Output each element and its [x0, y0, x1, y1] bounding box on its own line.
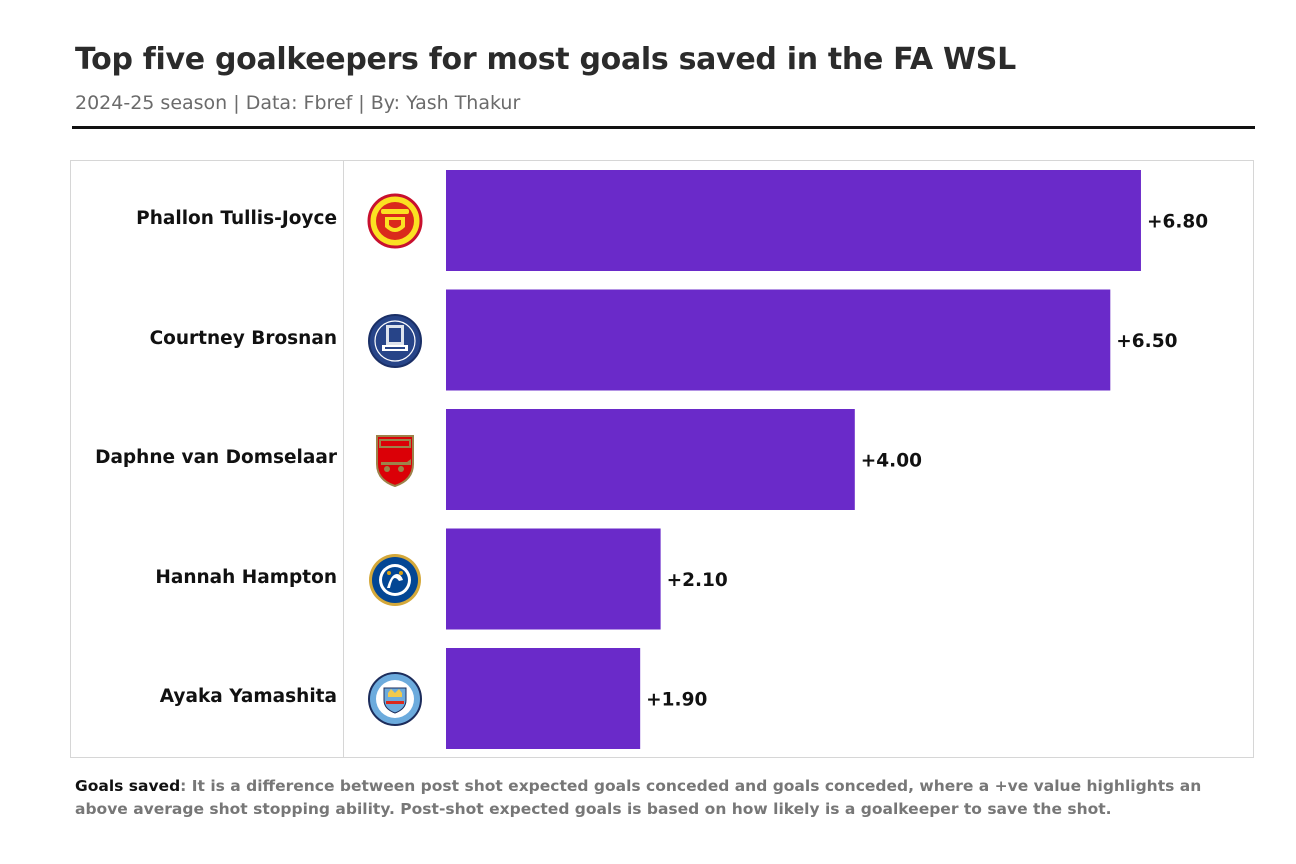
player-name: Daphne van Domselaar [95, 447, 337, 468]
manchester-united-crest-icon [367, 193, 423, 249]
label-divider [343, 160, 344, 758]
bar [446, 289, 1111, 391]
player-name: Phallon Tullis-Joyce [136, 208, 337, 229]
chart-panel [70, 160, 1254, 758]
footnote-lead: Goals saved [75, 777, 181, 795]
manchester-city-crest-icon [368, 672, 422, 726]
everton-crest-icon [368, 314, 422, 368]
footnote-text: : It is a difference between post shot e… [75, 777, 1202, 818]
player-name: Courtney Brosnan [149, 328, 337, 349]
bar-value-label: +2.10 [667, 570, 728, 591]
chart-title: Top five goalkeepers for most goals save… [75, 42, 1016, 77]
title-rule [72, 126, 1255, 129]
chelsea-crest-icon [369, 554, 421, 606]
bar-value-label: +6.80 [1147, 212, 1208, 233]
bar [446, 170, 1141, 271]
player-name: Ayaka Yamashita [159, 686, 337, 707]
player-name: Hannah Hampton [155, 567, 337, 588]
bar-value-label: +6.50 [1116, 331, 1177, 352]
footnote: Goals saved: It is a difference between … [75, 775, 1255, 821]
bar [446, 648, 641, 749]
bar [446, 528, 661, 630]
bar [446, 409, 855, 510]
arsenal-crest-icon [376, 435, 414, 488]
bar-value-label: +4.00 [861, 451, 922, 472]
bar-value-label: +1.90 [646, 690, 707, 711]
chart-subtitle: 2024-25 season | Data: Fbref | By: Yash … [75, 92, 521, 114]
